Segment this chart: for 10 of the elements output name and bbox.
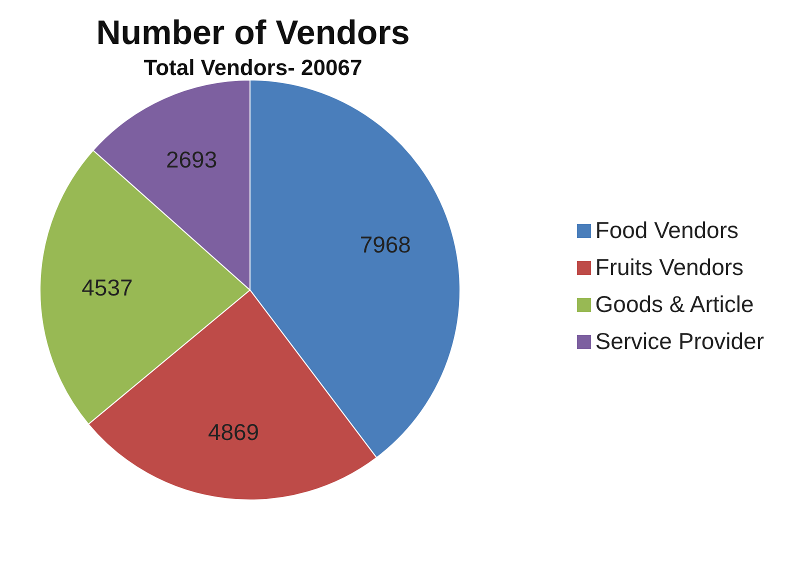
chart-title: Number of Vendors xyxy=(95,14,411,53)
data-label: 4869 xyxy=(208,418,260,445)
data-label: 2693 xyxy=(166,146,218,173)
legend-label: Service Provider xyxy=(595,328,764,354)
legend-label: Goods & Article xyxy=(595,290,754,316)
legend-label: Food Vendors xyxy=(595,216,738,242)
legend-label: Fruits Vendors xyxy=(595,254,744,280)
data-label: 7968 xyxy=(360,232,411,258)
chart-subtitle: Total Vendors- 20067 xyxy=(142,55,364,81)
data-label: 4537 xyxy=(82,274,133,301)
